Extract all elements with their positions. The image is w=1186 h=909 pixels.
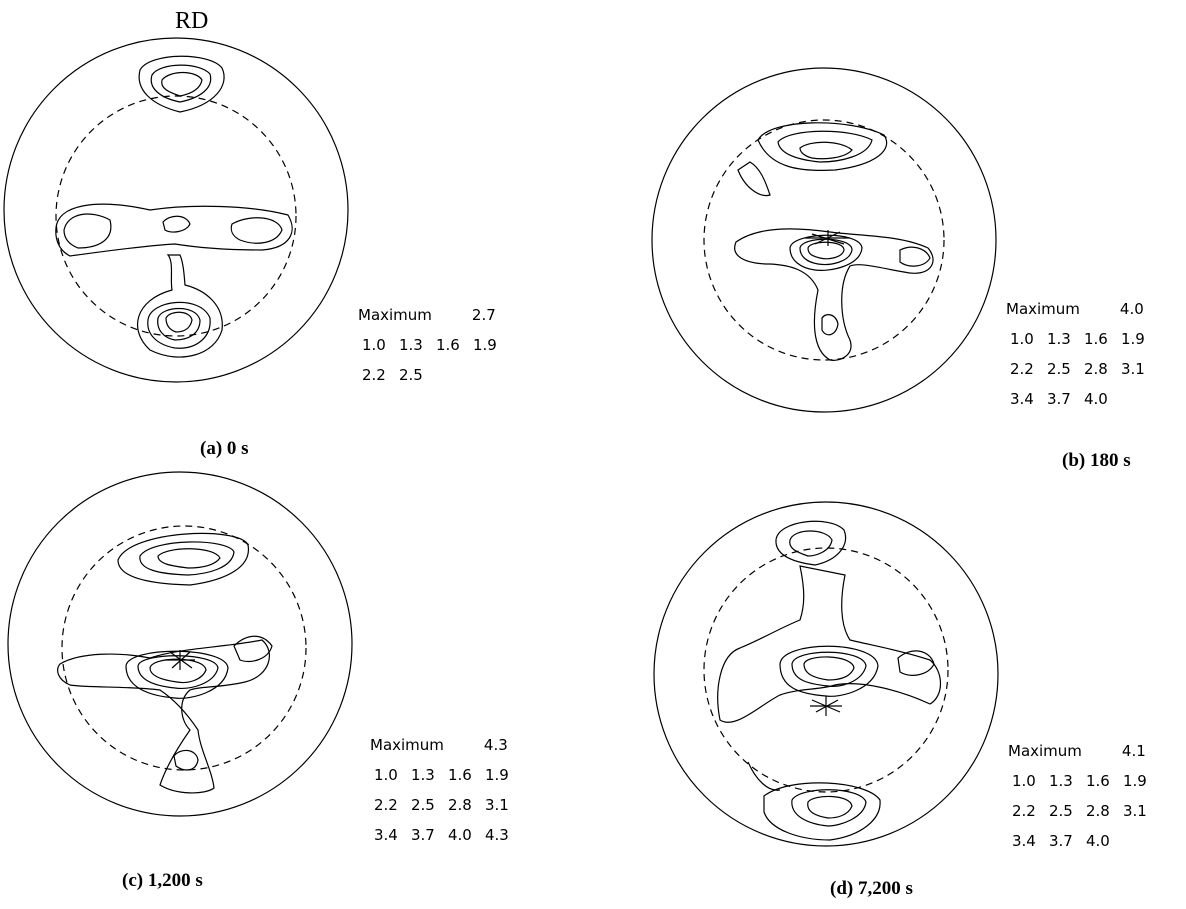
levels-row-d3: 3.4 3.7 4.0 (1008, 826, 1160, 856)
maximum-value-b: 4.0 (1119, 300, 1144, 318)
legend-c: Maximum 4.3 1.0 1.3 1.6 1.9 2.2 2.5 2.8 3.1 3.4… (370, 730, 522, 850)
maximum-label-a: Maximum (358, 306, 432, 324)
level: 1.0 (362, 336, 386, 354)
legend-b: Maximum 4.0 1.0 1.3 1.6 1.9 2.2 2.5 2.8 3.1 3.4… (1006, 294, 1158, 414)
legend-d: Maximum 4.1 1.0 1.3 1.6 1.9 2.2 2.5 2.8 3.1 3.4… (1008, 736, 1160, 856)
level: 2.2 (1010, 360, 1034, 378)
level: 3.1 (485, 796, 509, 814)
level: 2.8 (1086, 802, 1110, 820)
level: 3.7 (411, 826, 435, 844)
levels-row-d2: 2.2 2.5 2.8 3.1 (1008, 796, 1160, 826)
level: 2.8 (1084, 360, 1108, 378)
level: 2.8 (448, 796, 472, 814)
level: 3.1 (1123, 802, 1147, 820)
level: 1.0 (1010, 330, 1034, 348)
levels-row-d1: 1.0 1.3 1.6 1.9 (1008, 766, 1160, 796)
level: 1.9 (1121, 330, 1145, 348)
legend-a: Maximum 2.7 1.0 1.3 1.6 1.9 2.2 2.5 (358, 300, 510, 390)
level: 3.4 (1012, 832, 1036, 850)
level: 1.9 (485, 766, 509, 784)
contours-a (55, 55, 293, 358)
maximum-label-c: Maximum (370, 736, 444, 754)
levels-row-a1: 1.0 1.3 1.6 1.9 (358, 330, 510, 360)
level: 1.3 (411, 766, 435, 784)
levels-row-b2: 2.2 2.5 2.8 3.1 (1006, 354, 1158, 384)
levels-row-b1: 1.0 1.3 1.6 1.9 (1006, 324, 1158, 354)
level: 2.2 (1012, 802, 1036, 820)
caption-c: (c) 1,200 s (122, 870, 203, 891)
caption-d: (d) 7,200 s (830, 878, 913, 899)
level: 3.7 (1049, 832, 1073, 850)
level: 2.5 (411, 796, 435, 814)
level: 2.5 (1049, 802, 1073, 820)
level: 1.3 (399, 336, 423, 354)
dashed-circle-b (703, 119, 945, 361)
dashed-circle-a (55, 95, 297, 337)
maximum-label-d: Maximum (1008, 742, 1082, 760)
level: 2.2 (374, 796, 398, 814)
level: 2.5 (399, 366, 423, 384)
level: 3.7 (1047, 390, 1071, 408)
level: 2.2 (362, 366, 386, 384)
level: 1.6 (448, 766, 472, 784)
level: 1.9 (1123, 772, 1147, 790)
outer-circle-c (7, 471, 353, 817)
level: 1.0 (1012, 772, 1036, 790)
maximum-label-b: Maximum (1006, 300, 1080, 318)
level: 1.6 (1086, 772, 1110, 790)
caption-a: (a) 0 s (200, 438, 249, 459)
level: 1.3 (1049, 772, 1073, 790)
dashed-circle-d (703, 547, 949, 793)
contours-c (57, 532, 273, 794)
level: 4.0 (1084, 390, 1108, 408)
maximum-value-c: 4.3 (483, 736, 508, 754)
levels-row-b3: 3.4 3.7 4.0 (1006, 384, 1158, 414)
level: 4.3 (485, 826, 509, 844)
level: 3.1 (1121, 360, 1145, 378)
level: 1.9 (473, 336, 497, 354)
levels-row-c3: 3.4 3.7 4.0 4.3 (370, 820, 522, 850)
level: 4.0 (448, 826, 472, 844)
contours-d (717, 520, 942, 841)
level: 1.6 (436, 336, 460, 354)
outer-circle-a (3, 37, 349, 383)
rd-label: RD (175, 8, 209, 34)
caption-b: (b) 180 s (1062, 450, 1131, 471)
maximum-value-a: 2.7 (471, 306, 496, 324)
level: 3.4 (374, 826, 398, 844)
level: 2.5 (1047, 360, 1071, 378)
level: 1.6 (1084, 330, 1108, 348)
contours-b (734, 122, 934, 361)
maximum-value-d: 4.1 (1121, 742, 1146, 760)
level: 1.0 (374, 766, 398, 784)
levels-row-c2: 2.2 2.5 2.8 3.1 (370, 790, 522, 820)
outer-circle-d (653, 501, 999, 847)
dashed-circle-c (61, 525, 307, 771)
level: 4.0 (1086, 832, 1110, 850)
levels-row-a2: 2.2 2.5 (358, 360, 510, 390)
levels-row-c1: 1.0 1.3 1.6 1.9 (370, 760, 522, 790)
outer-circle-b (651, 67, 997, 413)
level: 1.3 (1047, 330, 1071, 348)
level: 3.4 (1010, 390, 1034, 408)
